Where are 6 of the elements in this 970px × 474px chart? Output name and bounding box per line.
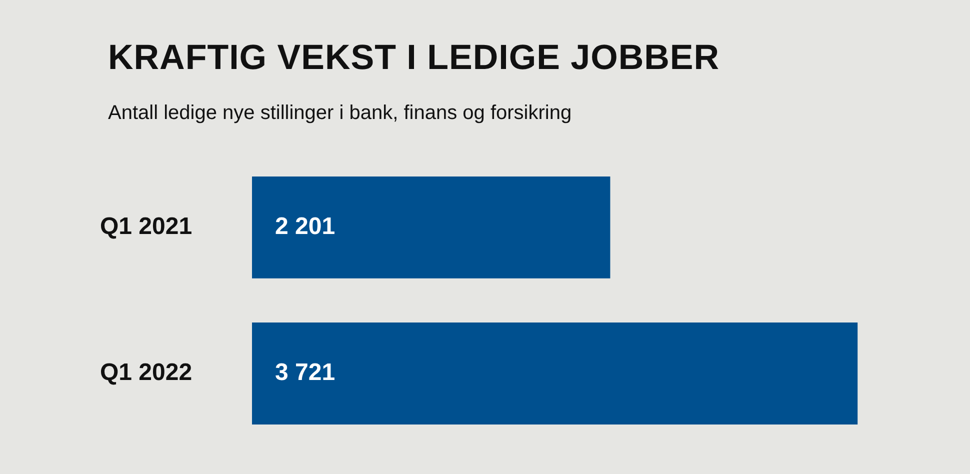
data-label: 3 721 xyxy=(275,359,336,386)
chart-subtitle: Antall ledige nye stillinger i bank, finans og forsikring xyxy=(108,102,572,125)
y-tick-label: Q1 2022 xyxy=(100,359,192,386)
data-label: 2 201 xyxy=(275,213,336,240)
chart-title: KRAFTIG VEKST I LEDIGE JOBBER xyxy=(108,38,720,78)
y-tick-label: Q1 2021 xyxy=(100,213,192,240)
